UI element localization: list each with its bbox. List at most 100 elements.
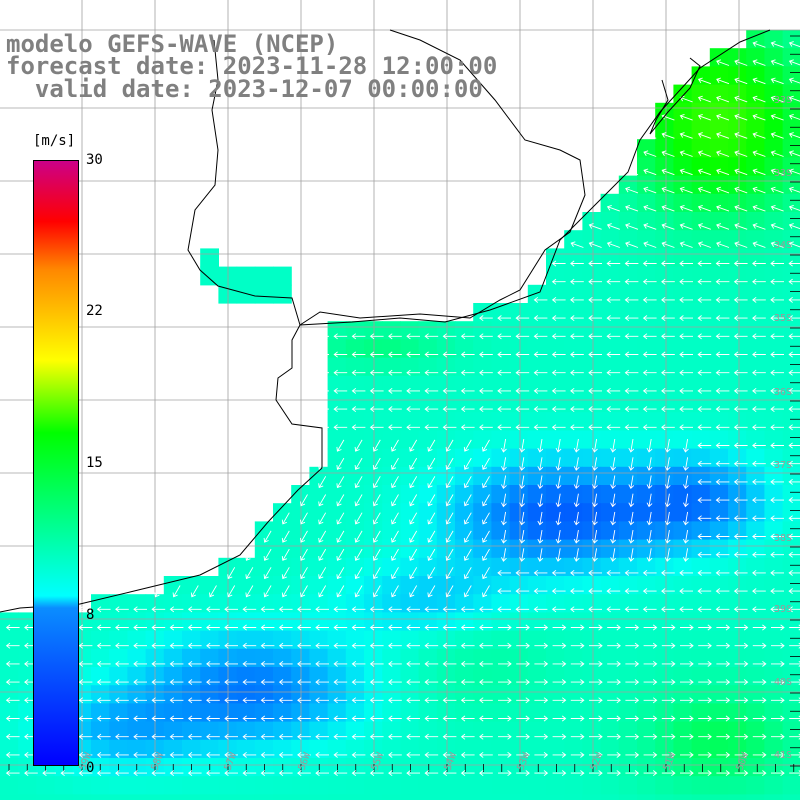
wind-speed-cell xyxy=(109,685,128,704)
wind-speed-cell xyxy=(163,612,183,632)
wind-speed-cell xyxy=(527,303,547,322)
wind-speed-cell xyxy=(728,321,747,340)
wind-arrow xyxy=(734,751,749,758)
wind-speed-cell xyxy=(673,448,693,468)
wind-speed-cell xyxy=(400,630,420,650)
wind-arrow xyxy=(733,569,748,576)
wind-speed-cell xyxy=(673,321,693,340)
wind-speed-cell xyxy=(527,321,547,340)
wind-arrow xyxy=(315,751,329,758)
wind-speed-cell xyxy=(600,230,620,249)
wind-arrow xyxy=(606,333,621,340)
wind-arrow xyxy=(592,511,598,526)
wind-arrow xyxy=(592,475,598,490)
wind-speed-cell xyxy=(364,412,383,431)
wind-speed-cell xyxy=(691,539,711,559)
wind-speed-cell xyxy=(746,102,765,122)
wind-arrow xyxy=(442,660,457,667)
wind-speed-cell xyxy=(546,594,565,613)
wind-arrow xyxy=(227,585,236,598)
wind-speed-cell xyxy=(618,739,638,759)
wind-speed-cell xyxy=(436,630,456,650)
wind-speed-cell xyxy=(327,412,347,431)
wind-speed-cell xyxy=(709,212,729,231)
wind-speed-cell xyxy=(655,612,674,632)
wind-speed-cell xyxy=(709,230,729,249)
wind-speed-cell xyxy=(728,557,747,577)
wind-arrow xyxy=(533,588,548,595)
wind-speed-cell xyxy=(782,539,800,559)
wind-speed-cell xyxy=(728,212,747,231)
wind-arrow xyxy=(315,333,329,340)
wind-arrow xyxy=(315,387,329,394)
wind-arrow xyxy=(224,679,238,686)
wind-speed-cell xyxy=(491,794,511,800)
wind-arrow xyxy=(497,588,511,595)
wind-arrow xyxy=(734,642,749,649)
wind-speed-cell xyxy=(91,667,110,686)
wind-speed-cell xyxy=(582,230,602,249)
wind-speed-cell xyxy=(691,594,711,613)
wind-speed-cell xyxy=(673,375,693,395)
wind-arrow xyxy=(463,512,472,525)
wind-speed-cell xyxy=(782,248,800,268)
wind-arrow xyxy=(788,278,800,285)
wind-speed-cell xyxy=(327,667,347,686)
wind-arrow xyxy=(409,530,418,543)
wind-arrow xyxy=(551,351,566,358)
wind-speed-cell xyxy=(746,339,765,359)
wind-arrow xyxy=(770,478,784,485)
wind-speed-cell xyxy=(527,430,547,450)
wind-arrow xyxy=(479,606,493,613)
wind-speed-cell xyxy=(782,521,800,541)
wind-arrow xyxy=(224,751,238,758)
wind-speed-cell xyxy=(36,794,56,800)
wind-arrow xyxy=(479,770,493,777)
wind-arrow xyxy=(552,624,567,631)
wind-speed-cell xyxy=(236,721,256,741)
wind-speed-cell xyxy=(764,448,784,468)
wind-arrow xyxy=(788,515,800,522)
wind-speed-cell xyxy=(673,485,693,504)
wind-arrow xyxy=(752,95,766,103)
wind-speed-cell xyxy=(527,539,547,559)
wind-arrow xyxy=(406,751,420,758)
wind-arrow xyxy=(133,770,147,777)
wind-speed-cell xyxy=(400,648,420,668)
wind-arrow xyxy=(661,733,676,740)
wind-arrow xyxy=(642,296,657,303)
wind-arrow xyxy=(697,278,712,285)
wind-arrow xyxy=(333,715,348,722)
wind-arrow xyxy=(697,387,712,394)
wind-speed-cell xyxy=(455,375,474,395)
wind-speed-cell xyxy=(582,357,602,377)
wind-speed-cell xyxy=(527,794,547,800)
wind-speed-cell xyxy=(637,412,656,431)
wind-arrow xyxy=(115,624,129,631)
wind-arrow xyxy=(278,697,293,704)
wind-arrow xyxy=(333,351,348,358)
wind-speed-cell xyxy=(618,466,638,486)
wind-speed-cell xyxy=(673,157,693,177)
wind-arrow xyxy=(445,512,454,525)
wind-arrow xyxy=(351,733,366,740)
wind-arrow xyxy=(424,387,439,394)
wind-speed-cell xyxy=(127,685,147,704)
wind-speed-cell xyxy=(382,794,401,800)
wind-arrow xyxy=(333,624,348,631)
wind-arrow xyxy=(570,315,584,322)
wind-speed-cell xyxy=(0,776,19,795)
wind-speed-cell xyxy=(163,739,183,759)
wind-speed-cell xyxy=(746,776,765,795)
wind-speed-cell xyxy=(673,139,693,158)
wind-arrow xyxy=(406,770,420,777)
wind-arrow xyxy=(646,530,653,544)
wind-speed-cell xyxy=(236,667,256,686)
wind-speed-cell xyxy=(746,357,765,377)
wind-arrow xyxy=(589,751,603,758)
wind-speed-cell xyxy=(418,703,438,723)
wind-arrow xyxy=(460,406,475,413)
wind-arrow xyxy=(552,679,567,686)
wind-arrow xyxy=(788,296,800,303)
wind-speed-cell xyxy=(709,576,729,595)
